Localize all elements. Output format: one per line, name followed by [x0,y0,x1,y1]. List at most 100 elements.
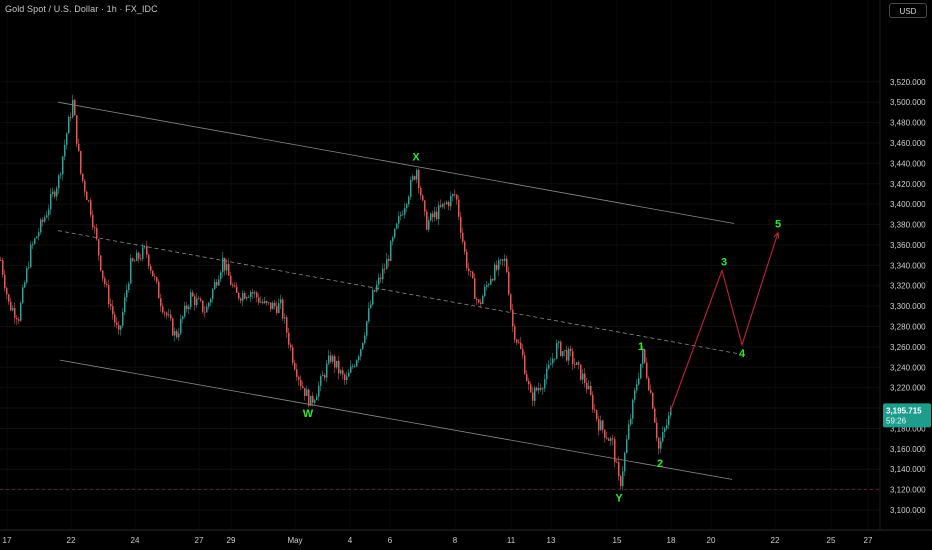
candle-body [380,277,382,280]
candle-body [538,388,540,391]
candle-body [146,246,148,255]
candle-body [40,219,42,233]
candle-body [150,266,152,271]
candle-body [270,302,272,310]
candle-body [604,429,606,438]
candle-body [640,363,642,379]
candle-body [16,317,18,320]
candle-body [624,452,626,472]
candle-body [444,203,446,205]
candle-body [594,409,596,411]
candle-body [340,370,342,374]
candle-body [10,301,12,311]
channel-upper [57,101,735,224]
candle-body [434,211,436,218]
candle-body [356,360,358,367]
candle-body [530,384,532,393]
channel-lines [57,101,741,480]
candles [0,94,672,491]
price-axis[interactable]: 3,100.000 3,120.000 3,140.000 3,160.000 3,18… [879,0,932,530]
currency-button[interactable]: USD [889,3,927,18]
candle-body [332,356,334,362]
candle-body [166,312,168,316]
x-tick-label: 24 [131,536,140,545]
candle-body [506,258,508,272]
candle-body [598,419,600,431]
candle-body [8,294,10,302]
candle-body [614,439,616,462]
candle-body [236,286,238,293]
candle-body [606,437,608,439]
candle-body [648,378,650,391]
candle-body [378,277,380,285]
candle-body [266,301,268,303]
wave-label: 2 [657,458,663,470]
candle-body [328,355,330,364]
candle-body [198,298,200,300]
candle-body [546,368,548,380]
candle-body [668,415,670,425]
candle-body [36,236,38,239]
candle-body [218,279,220,286]
candle-body [326,363,328,378]
y-tick-label: 3,440.000 [890,159,926,168]
y-tick-label: 3,340.000 [890,261,926,270]
candle-body [462,232,464,242]
candle-body [172,318,174,336]
candle-body [200,298,202,301]
candle-body [60,174,62,176]
candle-body [100,255,102,271]
candle-body [634,390,636,400]
candle-body [94,227,96,229]
candle-body [108,285,110,304]
candle-body [24,282,26,288]
x-tick-label: 17 [3,536,12,545]
candle-body [478,299,480,303]
candle-body [336,360,338,368]
candle-body [320,376,322,386]
candle-body [466,251,468,269]
candle-body [254,292,256,294]
candle-body [68,116,70,134]
candle-body [204,311,206,313]
wave-label: 3 [721,256,727,268]
candle-body [86,191,88,201]
wave-label: X [412,151,420,163]
candle-body [112,306,114,315]
candle-body [524,355,526,375]
candle-body [178,333,180,338]
candle-body [410,179,412,197]
candle-body [400,214,402,217]
candle-body [208,302,210,307]
candle-body [550,363,552,365]
candle-body [12,308,14,311]
y-tick-label: 3,400.000 [890,200,926,209]
candle-body [628,424,630,440]
candle-body [484,286,486,297]
candle-body [390,241,392,261]
candle-body [476,298,478,300]
candle-body [38,232,40,237]
candle-body [566,349,568,361]
candle-body [210,298,212,303]
candle-body [346,376,348,380]
candle-body [258,297,260,303]
time-axis[interactable]: 17 22 24 27 29 May 4 6 8 11 13 15 18 20 22 25 27 [0,529,932,545]
candle-body [470,271,472,273]
candle-body [468,268,470,272]
candle-body [292,347,294,363]
y-tick-label: 3,500.000 [890,98,926,107]
candle-body [50,193,52,210]
candle-body [52,191,54,194]
candle-body [496,264,498,270]
candle-body [188,306,190,310]
candle-body [214,281,216,290]
candle-body [638,378,640,385]
candle-body [398,216,400,224]
candle-body [600,420,602,431]
candle-body [372,290,374,305]
candle-body [510,294,512,310]
candle-body [18,319,20,321]
chart-title: Gold Spot / U.S. Dollar · 1h · FX_IDC [5,4,158,14]
